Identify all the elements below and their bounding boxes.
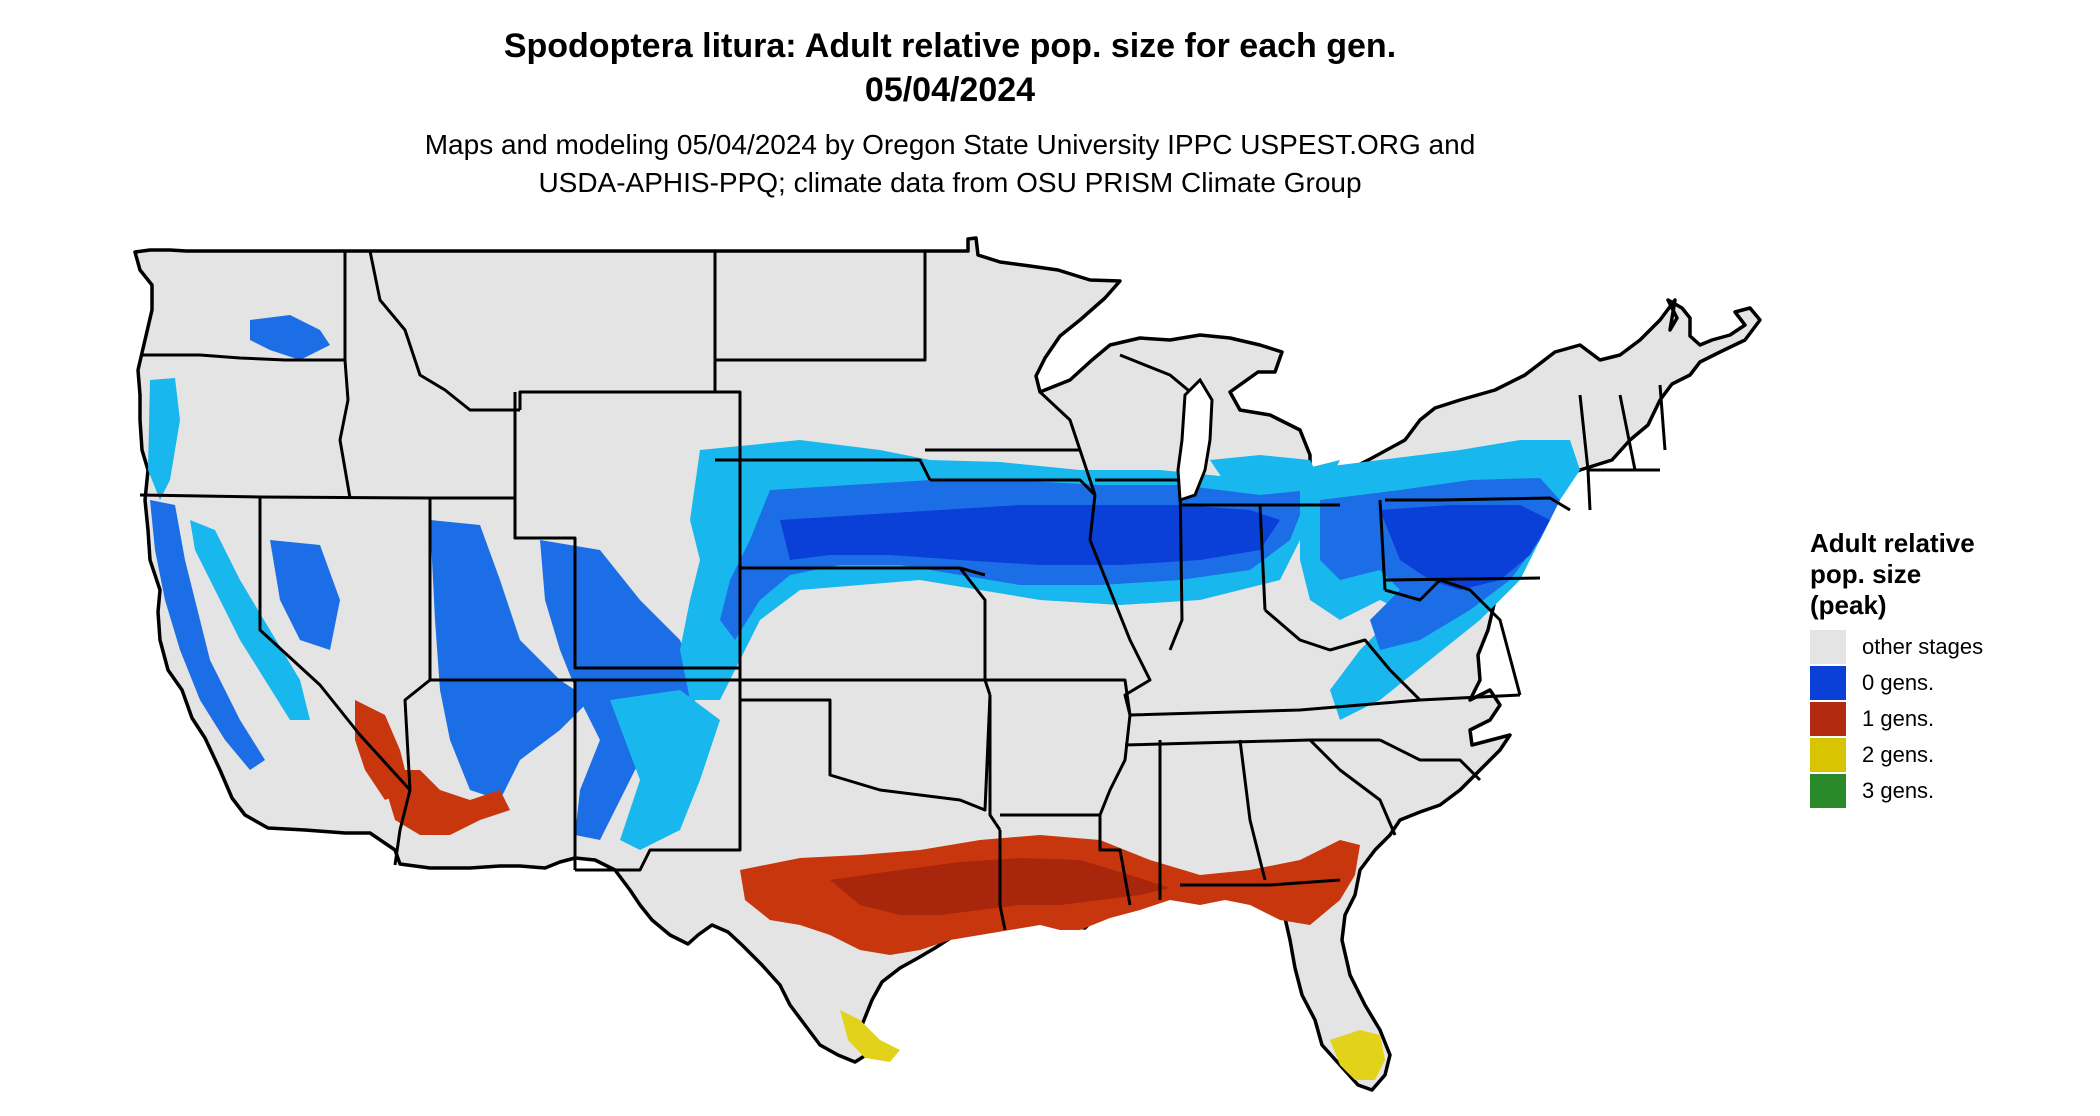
patch-blue-nm	[610, 690, 720, 850]
state-borders	[139, 250, 1667, 931]
border-pa-ny	[1385, 496, 1571, 512]
border-vt-nh	[1618, 394, 1637, 471]
legend-swatch	[1810, 702, 1846, 736]
border-ok-tx	[738, 680, 992, 812]
border-ga-sc	[1308, 738, 1397, 836]
border-id-mt	[368, 250, 520, 412]
map-title: Spodoptera litura: Adult relative pop. s…	[0, 24, 1900, 112]
border-la-ms	[1098, 815, 1132, 906]
legend-label: other stages	[1862, 634, 1984, 659]
legend: Adult relative pop. size (peak) other st…	[1810, 528, 2070, 809]
title-line-2: 05/04/2024	[864, 71, 1036, 109]
border-id-west	[338, 359, 352, 499]
border-ga-fl	[1180, 878, 1341, 887]
border-wa-or	[140, 353, 345, 362]
border-mo-ar	[985, 678, 1132, 716]
legend-swatch	[1810, 774, 1846, 808]
legend-swatch	[1810, 666, 1846, 700]
patch-blue-mi	[1210, 455, 1320, 490]
legend-item-3-gens: 3 gens.	[1810, 773, 2070, 809]
title-line-1: Spodoptera litura: Adult relative pop. s…	[503, 27, 1397, 65]
border-ia-mo	[930, 478, 1097, 497]
subtitle-line-1: Maps and modeling 05/04/2024 by Oregon S…	[424, 129, 1476, 160]
border-al-ga	[1238, 739, 1267, 881]
border-mn-wi	[1038, 390, 1097, 496]
legend-title-line-2: pop. size	[1810, 559, 1922, 589]
legend-label: 2 gens.	[1862, 742, 1935, 767]
legend-title: Adult relative pop. size (peak)	[1810, 528, 2070, 621]
patch-blue-ca-sierra	[190, 520, 310, 720]
lake-michigan	[1176, 377, 1214, 503]
legend-label: 1 gens.	[1862, 706, 1935, 731]
legend-item-1-gens: 1 gens.	[1810, 701, 2070, 737]
border-nd-sd-ne	[715, 251, 927, 362]
border-nm-tx	[575, 680, 742, 872]
border-il-in	[1168, 479, 1184, 651]
patch-blue-ca-coast	[150, 500, 265, 770]
legend-item-0-gens: 0 gens.	[1810, 665, 2070, 701]
border-mt-wy	[518, 251, 717, 410]
border-tn-ky	[1129, 693, 1521, 717]
patch-blue-east-dark	[1380, 505, 1550, 590]
border-ks-mo	[958, 567, 987, 680]
border-ny-ct	[1586, 469, 1592, 511]
patch-blue-wa	[250, 315, 330, 360]
border-wy	[513, 392, 740, 670]
legend-title-line-1: Adult relative	[1810, 528, 1975, 558]
border-ky-wv	[1264, 608, 1422, 702]
border-pa-md	[1384, 576, 1541, 582]
border-wv-va	[1384, 578, 1522, 696]
legend-item-other-stages: other stages	[1810, 629, 2070, 665]
border-in-oh	[1258, 504, 1267, 611]
patch-blue-plains-dark	[780, 505, 1280, 565]
legend-item-2-gens: 2 gens.	[1810, 737, 2070, 773]
border-ca-nv	[258, 497, 412, 792]
legend-swatch	[1810, 738, 1846, 772]
legend-swatch	[1810, 630, 1846, 664]
patch-yellow-tx	[840, 1010, 900, 1062]
border-nh-me	[1658, 384, 1667, 451]
border-il-mo	[1088, 494, 1152, 716]
patch-blue-or-coast	[148, 378, 180, 500]
patch-blue-nv	[270, 540, 340, 650]
map-subtitle: Maps and modeling 05/04/2024 by Oregon S…	[0, 126, 1900, 202]
border-tx-la	[998, 830, 1007, 931]
patch-yellow-fl	[1330, 1030, 1385, 1080]
legend-label: 3 gens.	[1862, 778, 1935, 803]
border-nc-sc	[1379, 738, 1482, 782]
subtitle-line-2: USDA-APHIS-PPQ; climate data from OSU PR…	[538, 167, 1362, 198]
patch-blue-co	[540, 540, 700, 840]
us-land	[133, 236, 1762, 1092]
legend-title-line-3: (peak)	[1810, 590, 1887, 620]
patch-red-sw	[380, 770, 510, 835]
border-sd-ne	[715, 458, 932, 481]
border-az	[393, 678, 431, 866]
patch-blue-ut	[430, 520, 590, 800]
legend-label: 0 gens.	[1862, 670, 1935, 695]
border-ok-ar	[988, 695, 1002, 831]
border-oh-pa	[1378, 499, 1387, 591]
